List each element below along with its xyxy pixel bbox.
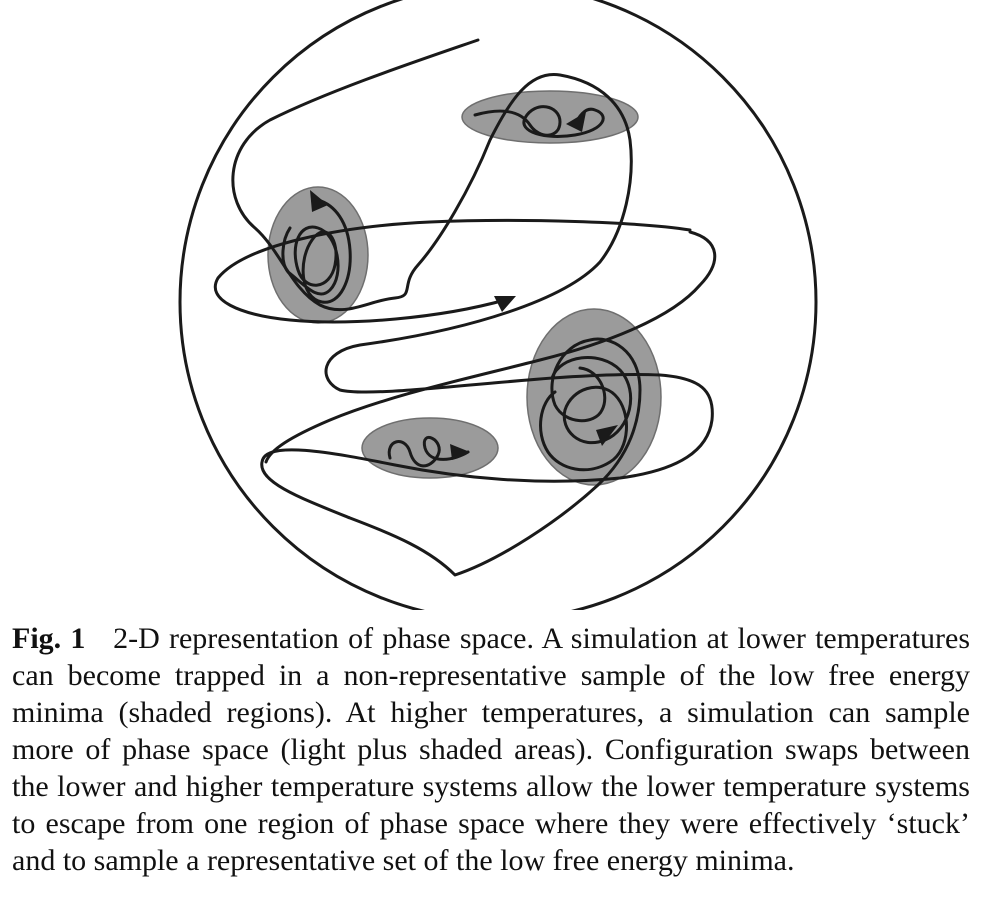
trajectory-sweep-middle [264, 230, 717, 464]
phase-space-figure [178, 0, 818, 610]
trajectory-arrow-bottom [450, 444, 470, 460]
phase-space-boundary [178, 0, 818, 610]
trajectory-sweep-upper [213, 218, 692, 324]
trajectory-tangle-left [281, 198, 352, 304]
phase-space-diagram [178, 0, 818, 610]
trajectory-tangle-right [539, 356, 633, 472]
trajectory-arrow-left [310, 190, 328, 212]
trajectory-arrow-top [566, 112, 586, 132]
figure-caption-text: 2-D representation of phase space. A sim… [12, 622, 970, 877]
figure-label: Fig. 1 [12, 622, 86, 655]
figure-caption: Fig. 1 2-D representation of phase space… [12, 620, 970, 879]
minimum-region-bottom [361, 417, 499, 479]
trajectory-arrow-center [494, 296, 516, 312]
trajectory-tangle-top [473, 105, 605, 138]
trajectory-tangle-bottom [387, 436, 470, 468]
trajectory-arrow-right [596, 425, 618, 446]
